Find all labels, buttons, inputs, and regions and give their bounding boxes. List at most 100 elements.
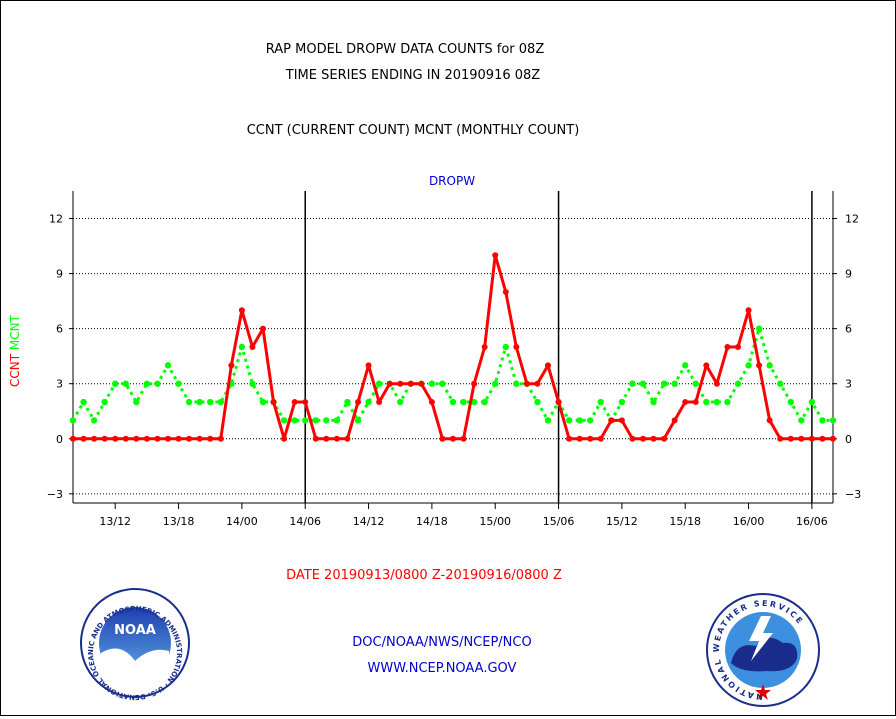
data-point-mcnt (692, 380, 699, 387)
data-point-ccnt (640, 435, 646, 442)
data-point-ccnt (291, 399, 298, 406)
noaa-logo-text: NOAA (114, 623, 156, 638)
data-point-ccnt (165, 435, 171, 442)
axes (72, 191, 834, 504)
data-point-mcnt (101, 398, 108, 406)
data-point-ccnt (323, 435, 330, 442)
chart-title-line2: TIME SERIES ENDING IN 20190916 08Z (285, 68, 541, 83)
x-tick-label: 14/06 (289, 515, 321, 528)
data-point-ccnt (808, 435, 815, 442)
data-point-mcnt (798, 417, 805, 424)
data-point-mcnt (249, 380, 256, 387)
data-point-mcnt (143, 380, 151, 387)
data-point-mcnt (629, 380, 636, 387)
data-point-mcnt (323, 417, 330, 424)
data-point-mcnt (671, 380, 678, 387)
data-point-mcnt (302, 417, 309, 424)
x-tick-label: 14/12 (353, 515, 385, 528)
data-point-ccnt (460, 435, 467, 442)
data-point-ccnt (724, 344, 731, 350)
data-point-mcnt (755, 325, 763, 332)
data-point-mcnt (449, 398, 457, 406)
data-point-ccnt (270, 399, 277, 406)
data-point-ccnt (428, 399, 435, 406)
data-point-mcnt (69, 417, 77, 424)
data-point-mcnt (175, 380, 182, 387)
data-point-mcnt (787, 398, 794, 406)
data-point-ccnt (80, 435, 87, 442)
y-axis-label-ccnt: CCNT (8, 353, 22, 387)
data-point-mcnt (259, 398, 267, 406)
data-point-mcnt (639, 380, 647, 387)
data-point-mcnt (122, 380, 129, 387)
y-tick-label-right: 0 (845, 433, 852, 446)
data-point-ccnt (91, 435, 98, 442)
data-point-ccnt (238, 307, 245, 314)
x-tick-label: 14/00 (226, 515, 258, 528)
data-point-ccnt (513, 344, 520, 350)
data-point-ccnt (523, 380, 530, 387)
data-point-mcnt (217, 398, 224, 406)
data-point-mcnt (185, 398, 193, 406)
chart-subtitle: DROPW (429, 174, 475, 188)
data-point-ccnt (450, 435, 456, 442)
data-point-mcnt (428, 380, 436, 387)
data-point-ccnt (534, 380, 541, 387)
y-tick-label-right: 3 (845, 378, 852, 391)
y-ticks: −3 −3 0 0 3 3 6 6 9 9 12 12 (47, 213, 861, 501)
data-point-ccnt (101, 435, 108, 442)
x-tick-label: 16/06 (796, 515, 828, 528)
data-point-ccnt (502, 288, 509, 295)
data-point-ccnt (228, 362, 235, 369)
data-point-mcnt (766, 362, 773, 369)
data-point-ccnt (587, 435, 594, 442)
data-point-ccnt (661, 435, 668, 442)
data-point-mcnt (492, 380, 499, 387)
data-point-ccnt (682, 399, 689, 406)
data-point-ccnt (650, 435, 657, 442)
data-point-ccnt (217, 435, 224, 442)
data-point-ccnt (766, 417, 773, 424)
data-point-mcnt (470, 398, 478, 406)
data-point-ccnt (471, 380, 478, 387)
series-group (69, 252, 837, 442)
date-range-label: DATE 20190913/0800 Z-20190916/0800 Z (286, 568, 562, 583)
data-point-ccnt (365, 362, 372, 369)
data-point-ccnt (545, 362, 551, 369)
data-point-ccnt (122, 435, 129, 442)
data-point-mcnt (829, 417, 837, 424)
data-point-ccnt (745, 307, 752, 314)
data-point-mcnt (344, 398, 351, 406)
x-tick-label: 13/18 (163, 515, 195, 528)
x-tick-label: 15/00 (479, 515, 511, 528)
y-tick-label-right: 12 (845, 213, 859, 226)
data-point-mcnt (207, 398, 214, 406)
data-point-mcnt (808, 398, 816, 406)
y-tick-label-right: 9 (845, 268, 852, 281)
data-point-ccnt (798, 435, 805, 442)
y-axis-label-mcnt: MCNT (8, 314, 22, 350)
data-point-ccnt (492, 252, 499, 259)
data-point-ccnt (112, 435, 119, 442)
data-point-ccnt (260, 325, 266, 332)
data-point-ccnt (143, 435, 150, 442)
data-point-mcnt (724, 398, 731, 406)
data-point-ccnt (312, 435, 319, 442)
y-tick-label-left: 9 (56, 268, 63, 281)
y-axis-label: CCNT MCNT (8, 314, 22, 387)
data-point-ccnt (618, 417, 625, 424)
noaa-logo: NOAA NATIONAL OCEANIC AND ATMOSPHERIC AD… (0, 0, 190, 701)
data-point-mcnt (534, 398, 541, 406)
data-point-mcnt (365, 398, 372, 406)
grid-lines (73, 218, 833, 495)
data-point-mcnt (745, 362, 752, 369)
y-tick-label-left: 3 (56, 378, 63, 391)
data-point-mcnt (354, 417, 362, 424)
url-label: WWW.NCEP.NOAA.GOV (368, 661, 517, 676)
data-point-ccnt (207, 435, 214, 442)
data-point-mcnt (238, 343, 246, 351)
data-point-mcnt (375, 380, 383, 387)
x-tick-label: 15/18 (669, 515, 701, 528)
data-point-mcnt (333, 417, 341, 424)
